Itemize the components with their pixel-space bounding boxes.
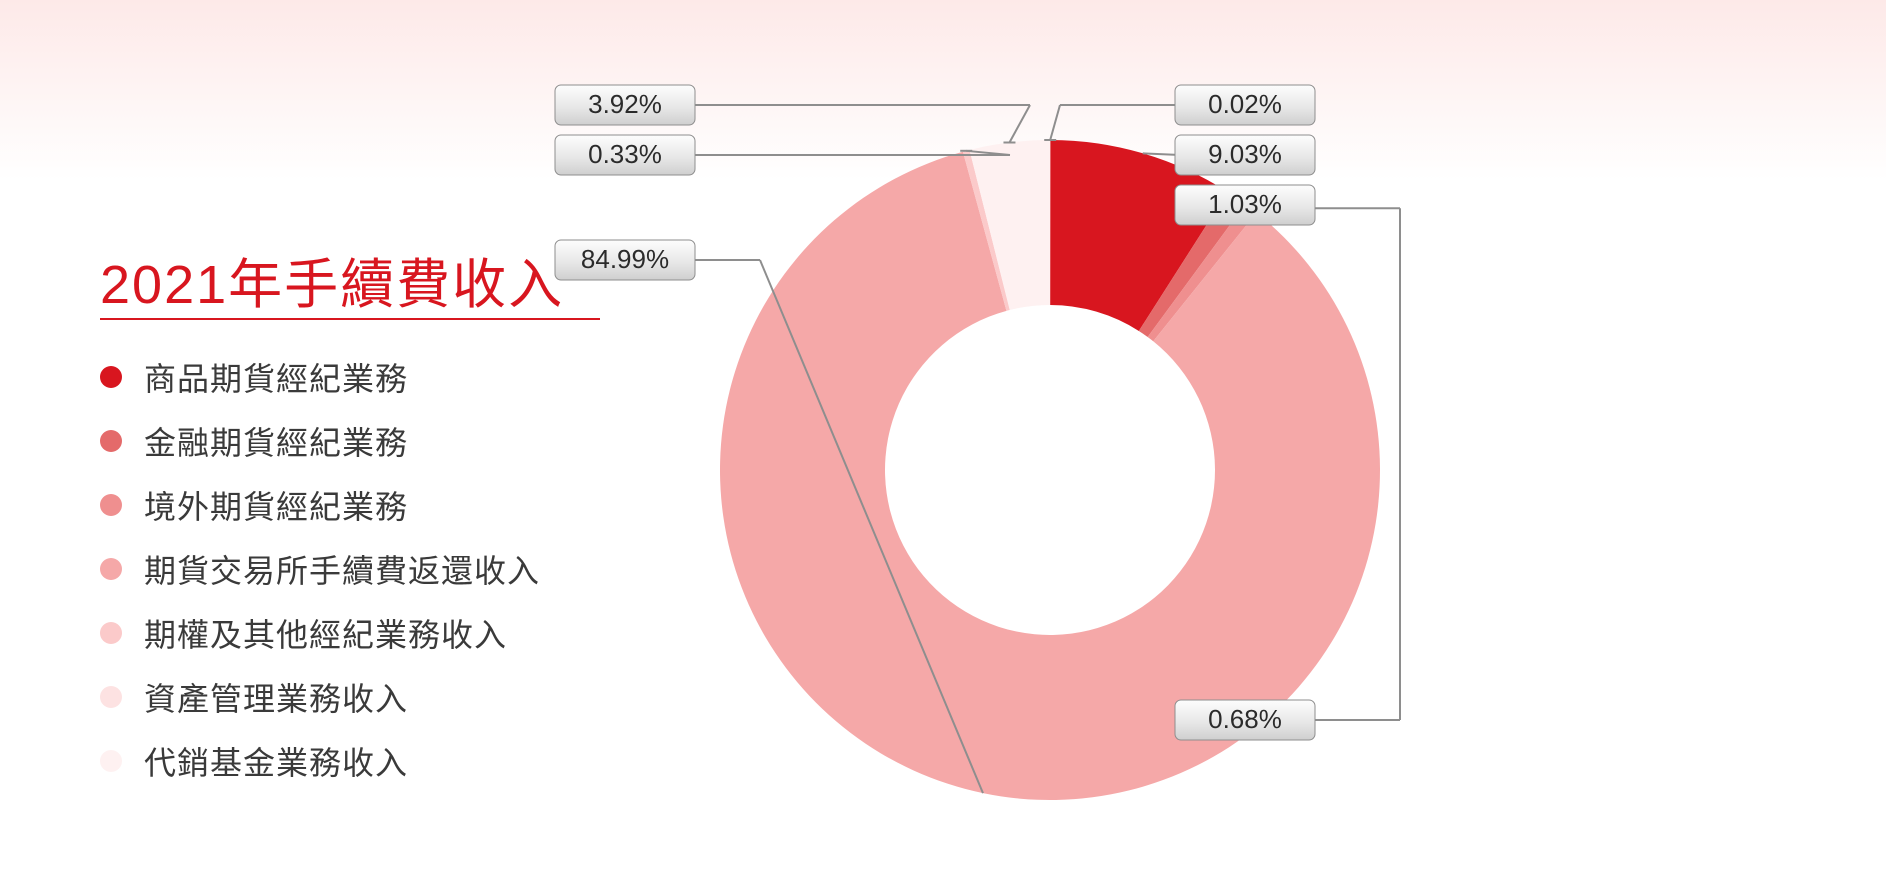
legend-label: 期貨交易所手續費返還收入 [144, 546, 540, 592]
legend-item: 境外期貨經紀業務 [100, 473, 540, 537]
legend-dot [100, 622, 122, 644]
callout-value: 1.03% [1208, 189, 1282, 219]
callout-value: 0.68% [1208, 704, 1282, 734]
leader-line [1050, 105, 1060, 140]
legend-label: 境外期貨經紀業務 [144, 482, 408, 528]
leader-line [1143, 153, 1180, 155]
legend-label: 商品期貨經紀業務 [144, 354, 408, 400]
callout-value: 9.03% [1208, 139, 1282, 169]
leader-line [1009, 105, 1030, 142]
title-underline [100, 318, 600, 320]
legend-label: 代銷基金業務收入 [144, 738, 408, 784]
chart-title: 2021年手續費收入 [100, 240, 564, 319]
legend-dot [100, 558, 122, 580]
legend-item: 代銷基金業務收入 [100, 729, 540, 793]
legend-item: 金融期貨經紀業務 [100, 409, 540, 473]
legend-item: 資產管理業務收入 [100, 665, 540, 729]
legend-dot [100, 366, 122, 388]
callout-value: 0.33% [588, 139, 662, 169]
legend-item: 商品期貨經紀業務 [100, 345, 540, 409]
callout-value: 0.02% [1208, 89, 1282, 119]
callout-value: 84.99% [581, 244, 669, 274]
infographic-root: 2021年手續費收入 商品期貨經紀業務金融期貨經紀業務境外期貨經紀業務期貨交易所… [0, 0, 1886, 882]
legend-item: 期貨交易所手續費返還收入 [100, 537, 540, 601]
legend: 商品期貨經紀業務金融期貨經紀業務境外期貨經紀業務期貨交易所手續費返還收入期權及其… [100, 345, 540, 793]
legend-dot [100, 750, 122, 772]
legend-label: 金融期貨經紀業務 [144, 418, 408, 464]
legend-dot [100, 494, 122, 516]
legend-label: 資產管理業務收入 [144, 674, 408, 720]
legend-dot [100, 430, 122, 452]
legend-label: 期權及其他經紀業務收入 [144, 610, 507, 656]
legend-item: 期權及其他經紀業務收入 [100, 601, 540, 665]
legend-dot [100, 686, 122, 708]
callout-value: 3.92% [588, 89, 662, 119]
